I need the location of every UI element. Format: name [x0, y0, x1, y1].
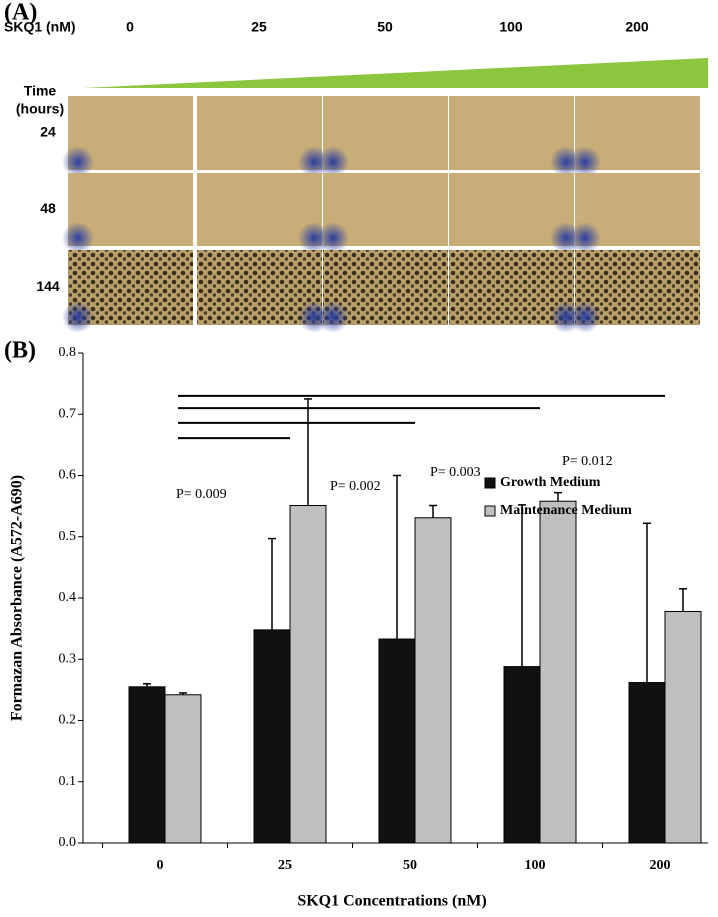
time-tick: 48	[40, 200, 56, 216]
concentration-tick: 25	[251, 19, 267, 35]
p-value: P= 0.009	[176, 487, 227, 502]
y-axis-label: Formazan Absorbance (A572-A690)	[9, 475, 26, 721]
bar	[539, 500, 577, 844]
p-value: P= 0.003	[430, 465, 481, 480]
stain-blob	[569, 222, 601, 254]
time-label: Time	[24, 83, 57, 99]
y-tick-label: 0.2	[59, 713, 77, 728]
x-tick-label: 25	[278, 858, 292, 873]
panel-a: (A) SKQ1 (nM) Time (hours) 0 25 50 100 200 24…	[4, 0, 708, 333]
stain-blob	[317, 146, 349, 178]
x-tick-label: 100	[525, 858, 546, 873]
stain-blob	[62, 222, 94, 254]
legend-swatch	[484, 505, 496, 517]
y-tick-label: 0.1	[59, 774, 77, 789]
stain-blob	[317, 222, 349, 254]
stain-blob	[62, 146, 94, 178]
bar	[128, 686, 166, 844]
legend-label: Maintenance Medium	[500, 503, 632, 518]
concentration-tick: 100	[499, 19, 523, 35]
x-tick-label: 50	[403, 858, 417, 873]
time-tick: 24	[40, 124, 56, 140]
concentration-tick: 200	[625, 19, 649, 35]
p-value: P= 0.012	[562, 454, 613, 469]
stain-blob	[569, 301, 601, 333]
p-value: P= 0.002	[330, 479, 381, 494]
legend-swatch	[484, 477, 496, 489]
y-tick-label: 0.0	[59, 835, 77, 850]
y-tick-label: 0.8	[59, 345, 77, 360]
bar	[289, 505, 327, 844]
y-tick-label: 0.6	[59, 468, 77, 483]
panel-label: (B)	[4, 338, 36, 364]
y-tick-label: 0.4	[59, 590, 77, 605]
panel-b: (B) Formazan Absorbance (A572-A690) SKQ1 C…	[4, 338, 708, 910]
concentration-label: SKQ1 (nM)	[4, 19, 76, 35]
y-tick-label: 0.5	[59, 529, 77, 544]
stain-blob	[62, 301, 94, 333]
bar	[503, 666, 541, 844]
bar	[664, 610, 702, 844]
bar	[164, 694, 202, 844]
bar	[628, 682, 666, 844]
bar	[378, 638, 416, 844]
y-tick-label: 0.3	[59, 651, 77, 666]
stain-blob	[569, 146, 601, 178]
bar	[414, 517, 452, 844]
x-tick-label: 200	[650, 858, 671, 873]
time-tick: 144	[36, 278, 60, 294]
bar	[253, 629, 291, 844]
time-label: (hours)	[16, 101, 64, 117]
x-tick-label: 0	[157, 858, 164, 873]
gradient-triangle	[83, 58, 708, 88]
stain-blob	[317, 301, 349, 333]
y-tick-label: 0.7	[59, 406, 77, 421]
concentration-tick: 50	[377, 19, 393, 35]
legend-label: Growth Medium	[500, 475, 601, 490]
concentration-tick: 0	[126, 19, 134, 35]
panel-label: (A)	[4, 0, 37, 26]
x-axis-label: SKQ1 Concentrations (nM)	[297, 893, 486, 910]
